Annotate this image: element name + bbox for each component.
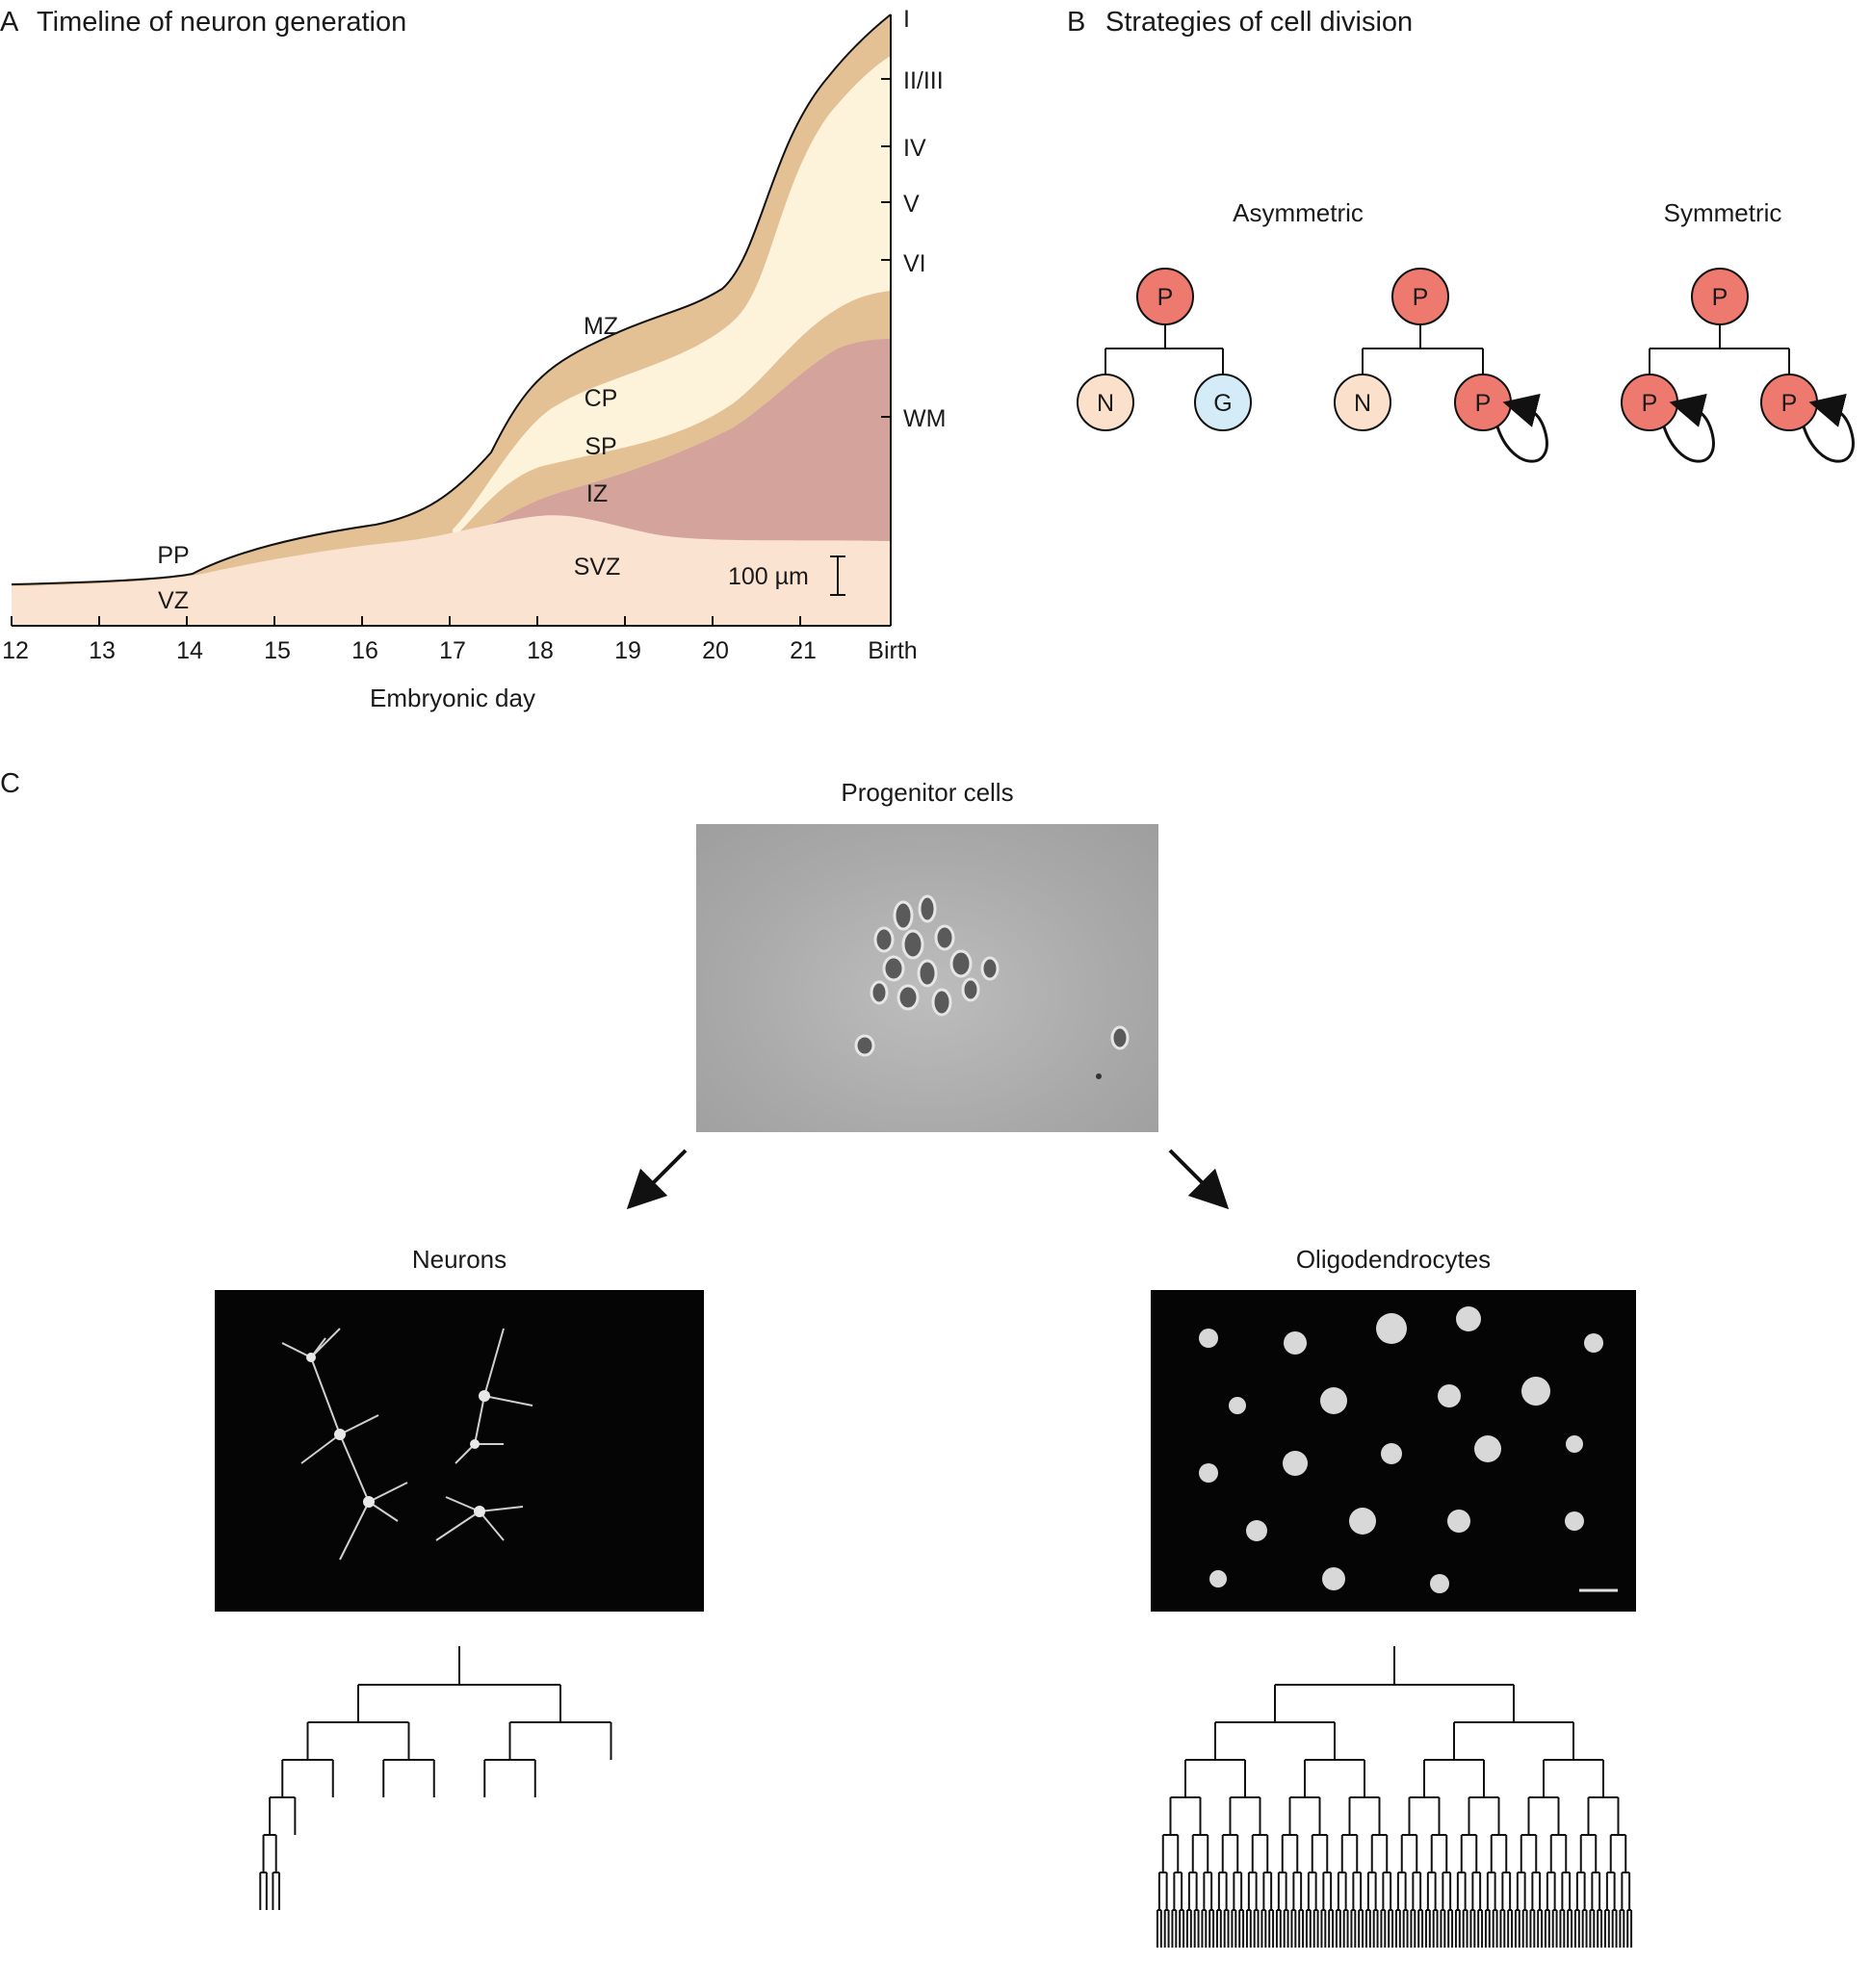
x-tick-label: 20 xyxy=(702,637,729,664)
self-renewal-arrow xyxy=(1802,393,1855,463)
progenitor-cell xyxy=(1691,268,1749,325)
zone-label-svz: SVZ xyxy=(574,554,621,581)
panel-a: A Timeline of neuron generation xyxy=(0,6,946,712)
zone-label-vz: VZ xyxy=(158,587,189,614)
layer-ticks xyxy=(881,78,891,418)
progenitor-cell-label: P xyxy=(1157,284,1174,311)
cortex-outline xyxy=(11,13,892,585)
panel-b-letter: B xyxy=(1067,7,1085,38)
progenitor-cells-drawing xyxy=(854,894,1130,1079)
oligodendrocytes-label: Oligodendrocytes xyxy=(1296,1245,1491,1274)
progenitor-cell xyxy=(1391,268,1449,325)
self-renewal-arrow xyxy=(1662,393,1715,463)
x-tick-label: 17 xyxy=(439,637,466,664)
panel-b-title: Strategies of cell division xyxy=(1105,7,1413,38)
x-tick-labels: 12 13 14 15 16 17 18 19 20 21 Birth xyxy=(2,637,918,664)
scale-bar xyxy=(830,555,845,596)
glia-cell-label: G xyxy=(1213,390,1232,417)
progenitor-cell-label: P xyxy=(1642,390,1658,417)
progenitor-cell-label: P xyxy=(1781,390,1798,417)
layer-label: VI xyxy=(903,250,926,277)
progenitor-cells-micrograph xyxy=(696,824,1158,1132)
layer-label: IV xyxy=(903,135,926,162)
zone-label-iz: IZ xyxy=(586,480,608,507)
panel-a-letter: A xyxy=(0,7,19,38)
x-axis-label: Embryonic day xyxy=(370,684,535,712)
x-tick-label: 12 xyxy=(2,637,29,664)
x-tick-label: 14 xyxy=(176,637,203,664)
zone-label-sp: SP xyxy=(585,433,616,460)
x-tick-label: 19 xyxy=(614,637,641,664)
x-tick-label: 15 xyxy=(264,637,291,664)
panel-c: C Progenitor cells Neurons Oligodendrocy… xyxy=(0,768,1633,1948)
lineage-tree-oligodendrocytes xyxy=(1156,1646,1633,1948)
zone-label-cp: CP xyxy=(585,385,618,412)
neuron-cell xyxy=(1077,374,1134,431)
oligodendrocytes-drawing xyxy=(1199,1306,1618,1593)
division-tree-asymmetric-2 xyxy=(1362,324,1484,374)
lineage-tree-neurons xyxy=(259,1646,612,1910)
neurons-drawing xyxy=(281,1328,533,1561)
zone-label-pp: PP xyxy=(157,542,189,569)
neurons-micrograph xyxy=(215,1290,704,1612)
x-axis-ticks xyxy=(11,616,801,626)
panel-b: B Strategies of cell division Asymmetric… xyxy=(1067,7,1855,463)
progenitor-cell-label: P xyxy=(1712,284,1728,311)
panel-c-letter: C xyxy=(0,768,20,799)
neuron-cell-label: N xyxy=(1097,390,1114,417)
zone-vz-area xyxy=(12,515,891,626)
x-tick-label: 16 xyxy=(351,637,378,664)
symmetric-label: Symmetric xyxy=(1664,198,1782,227)
oligodendrocytes-micrograph xyxy=(1151,1290,1636,1612)
scale-bar-label: 100 µm xyxy=(728,563,809,590)
division-tree-asymmetric-1 xyxy=(1104,324,1224,374)
asymmetric-label: Asymmetric xyxy=(1233,198,1364,227)
layer-label: II/III xyxy=(903,67,944,94)
progenitor-cell xyxy=(1136,268,1194,325)
x-tick-label: 21 xyxy=(790,637,817,664)
neuron-cell xyxy=(1334,374,1391,431)
layer-labels: I II/III IV V VI WM xyxy=(903,6,946,432)
glia-cell xyxy=(1194,374,1252,431)
panel-a-title: Timeline of neuron generation xyxy=(37,7,406,38)
progenitor-cell-label: P xyxy=(1475,390,1492,417)
layer-label: V xyxy=(903,191,920,218)
progenitor-cell-label: P xyxy=(1413,284,1429,311)
arrow-to-oligodendrocytes xyxy=(1168,1149,1230,1210)
x-tick-label: 13 xyxy=(89,637,116,664)
zone-labels: PP VZ MZ CP SP IZ SVZ xyxy=(157,313,620,614)
layer-label: WM xyxy=(903,405,946,432)
zone-label-mz: MZ xyxy=(584,313,618,340)
x-tick-label: 18 xyxy=(527,637,554,664)
progenitor-cells-label: Progenitor cells xyxy=(841,778,1013,807)
neuron-cell-label: N xyxy=(1354,390,1371,417)
self-renewal-arrow xyxy=(1495,393,1548,463)
layer-label: I xyxy=(903,6,910,33)
neurons-label: Neurons xyxy=(412,1245,507,1274)
x-tick-label: Birth xyxy=(868,637,917,664)
division-tree-symmetric xyxy=(1649,324,1790,374)
arrow-to-neurons xyxy=(626,1149,688,1210)
